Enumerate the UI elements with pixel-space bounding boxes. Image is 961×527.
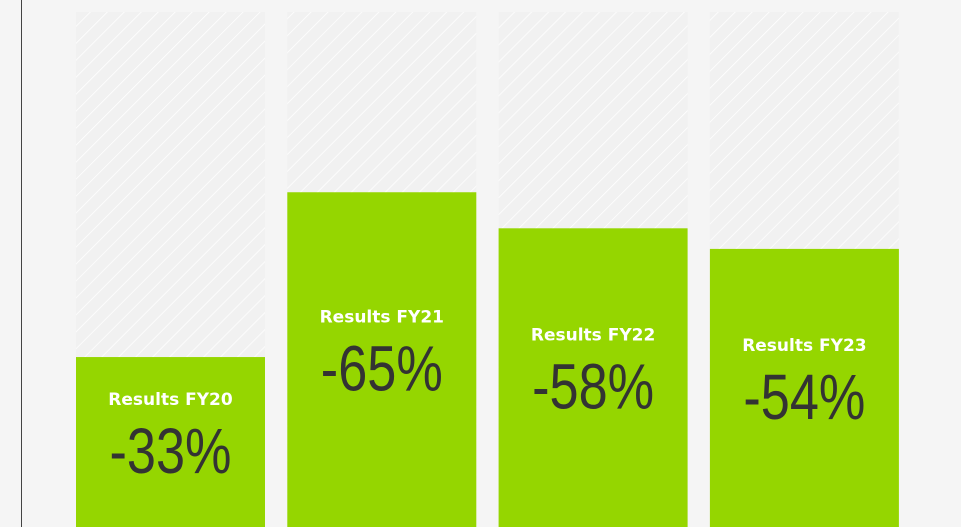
category-label: Results FY22 [531,326,655,346]
value-label: -33% [110,415,232,487]
category-label: Results FY21 [320,308,444,328]
value-label: -65% [321,333,443,405]
category-label: Results FY23 [742,336,866,356]
bar [287,192,477,527]
bar [76,357,265,527]
value-label: -54% [743,361,865,433]
value-label: -58% [532,351,654,423]
bar [498,228,688,527]
category-label: Results FY20 [108,390,233,410]
bar [709,248,899,527]
